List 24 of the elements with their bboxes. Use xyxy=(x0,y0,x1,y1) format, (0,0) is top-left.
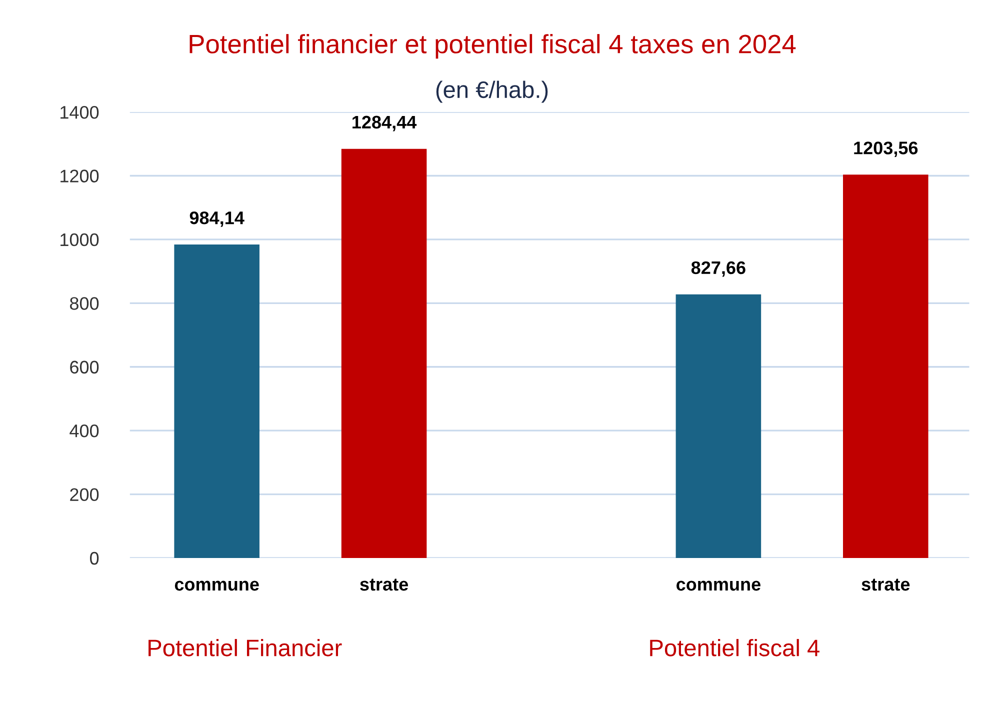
x-tick-label: commune xyxy=(174,580,259,591)
x-tick-label: commune xyxy=(676,580,760,591)
y-tick-label: 200 xyxy=(70,488,99,501)
bar xyxy=(341,148,427,558)
data-label: 827,66 xyxy=(691,261,746,277)
chart-title: Potentiel financier et potentiel fiscal 4 taxes en 2024 xyxy=(190,34,796,59)
y-tick-label: 1200 xyxy=(60,170,99,182)
data-label: 984,14 xyxy=(190,211,244,227)
y-tick-label: 600 xyxy=(70,360,99,374)
bar xyxy=(676,294,762,558)
y-tick-label: 0 xyxy=(90,552,99,565)
y-tick-label: 400 xyxy=(70,424,99,438)
x-tick-label: strate xyxy=(360,578,408,591)
data-label: 1203,56 xyxy=(854,142,918,157)
chart-subtitle: (en €/hab.) xyxy=(436,80,548,103)
x-tick-label: strate xyxy=(862,578,910,591)
text: Potentiel fiscal 4 xyxy=(650,638,820,656)
data-label: 1284,44 xyxy=(352,116,417,132)
y-tick-label: 800 xyxy=(70,297,99,310)
text: Potentiel Financier xyxy=(148,638,342,656)
y-tick-label: 1000 xyxy=(60,233,99,246)
y-tick-label: 1400 xyxy=(60,106,99,119)
bar xyxy=(843,174,928,558)
bar xyxy=(174,244,260,558)
